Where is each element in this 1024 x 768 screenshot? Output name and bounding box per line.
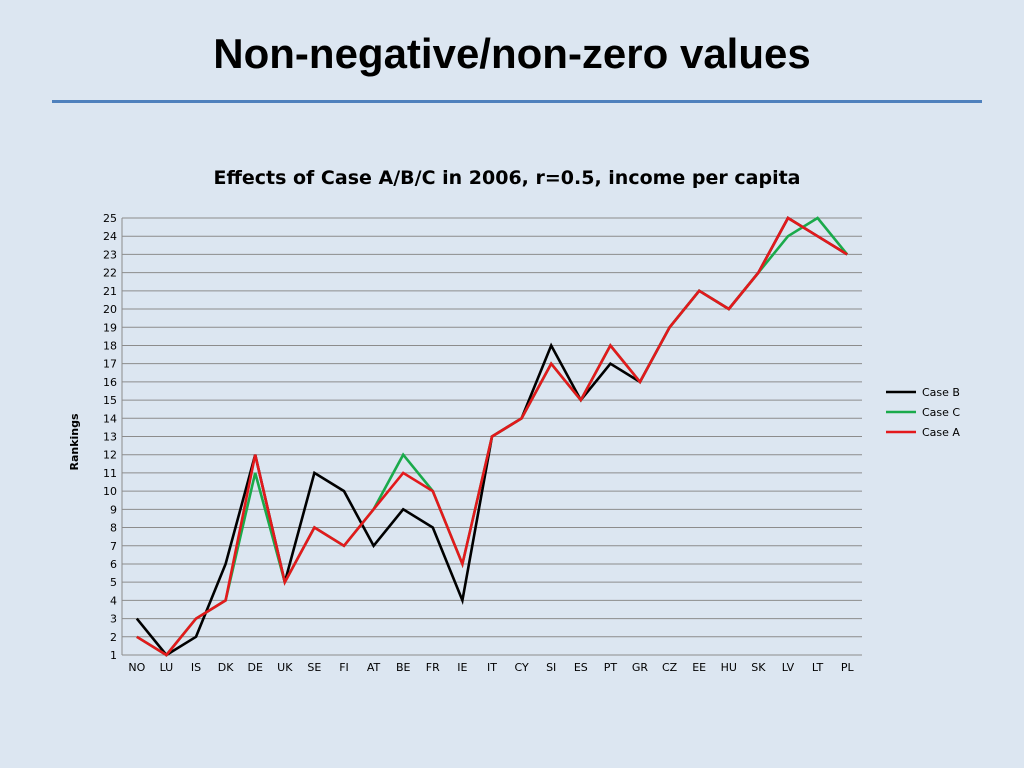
y-tick-label: 17 xyxy=(103,358,117,371)
y-tick-label: 3 xyxy=(110,613,117,626)
y-tick-label: 18 xyxy=(103,339,117,352)
y-tick-label: 21 xyxy=(103,285,117,298)
x-tick-label: AT xyxy=(367,661,381,674)
x-tick-label: CZ xyxy=(662,661,678,674)
legend-label: Case C xyxy=(922,406,960,419)
y-tick-label: 2 xyxy=(110,631,117,644)
x-tick-label: HU xyxy=(721,661,737,674)
x-tick-label: SI xyxy=(546,661,556,674)
x-tick-label: NO xyxy=(128,661,145,674)
y-tick-label: 11 xyxy=(103,467,117,480)
y-tick-label: 5 xyxy=(110,576,117,589)
chart-title: Effects of Case A/B/C in 2006, r=0.5, in… xyxy=(213,167,800,189)
y-tick-label: 12 xyxy=(103,449,117,462)
y-tick-label: 14 xyxy=(103,412,117,425)
y-tick-label: 9 xyxy=(110,503,117,516)
y-tick-label: 10 xyxy=(103,485,117,498)
y-tick-label: 25 xyxy=(103,212,117,225)
x-tick-label: ES xyxy=(574,661,588,674)
x-tick-label: FR xyxy=(426,661,440,674)
y-tick-label: 13 xyxy=(103,431,117,444)
x-tick-label: IT xyxy=(487,661,497,674)
x-tick-label: BE xyxy=(396,661,411,674)
axes: 1234567891011121314151617181920212223242… xyxy=(103,212,862,674)
y-tick-label: 24 xyxy=(103,230,117,243)
x-tick-label: DK xyxy=(218,661,234,674)
x-tick-label: LU xyxy=(160,661,174,674)
title-divider xyxy=(52,100,982,103)
x-tick-label: LV xyxy=(782,661,795,674)
x-tick-label: IS xyxy=(191,661,201,674)
series-line-case-a xyxy=(136,216,848,657)
x-tick-label: PT xyxy=(604,661,618,674)
y-tick-label: 22 xyxy=(103,267,117,280)
x-tick-label: LT xyxy=(812,661,824,674)
x-tick-label: GR xyxy=(632,661,649,674)
y-tick-label: 19 xyxy=(103,321,117,334)
y-tick-label: 20 xyxy=(103,303,117,316)
legend: Case B Case C Case A xyxy=(886,386,960,439)
x-tick-label: CY xyxy=(514,661,528,674)
x-tick-label: SE xyxy=(307,661,321,674)
x-tick-label: EE xyxy=(692,661,706,674)
legend-label: Case A xyxy=(922,426,960,439)
y-tick-label: 4 xyxy=(110,594,117,607)
y-tick-label: 6 xyxy=(110,558,117,571)
x-tick-label: DE xyxy=(247,661,262,674)
x-tick-label: PL xyxy=(841,661,855,674)
x-tick-label: UK xyxy=(277,661,293,674)
y-tick-label: 1 xyxy=(110,649,117,662)
x-tick-label: FI xyxy=(339,661,349,674)
slide-title: Non-negative/non-zero values xyxy=(213,30,811,77)
y-tick-label: 23 xyxy=(103,248,117,261)
y-tick-label: 16 xyxy=(103,376,117,389)
legend-label: Case B xyxy=(922,386,960,399)
series-lines xyxy=(135,216,849,657)
y-tick-label: 8 xyxy=(110,522,117,535)
x-tick-label: IE xyxy=(457,661,467,674)
y-tick-label: 7 xyxy=(110,540,117,553)
x-tick-label: SK xyxy=(751,661,766,674)
y-tick-label: 15 xyxy=(103,394,117,407)
y-axis-label: Rankings xyxy=(68,413,81,471)
